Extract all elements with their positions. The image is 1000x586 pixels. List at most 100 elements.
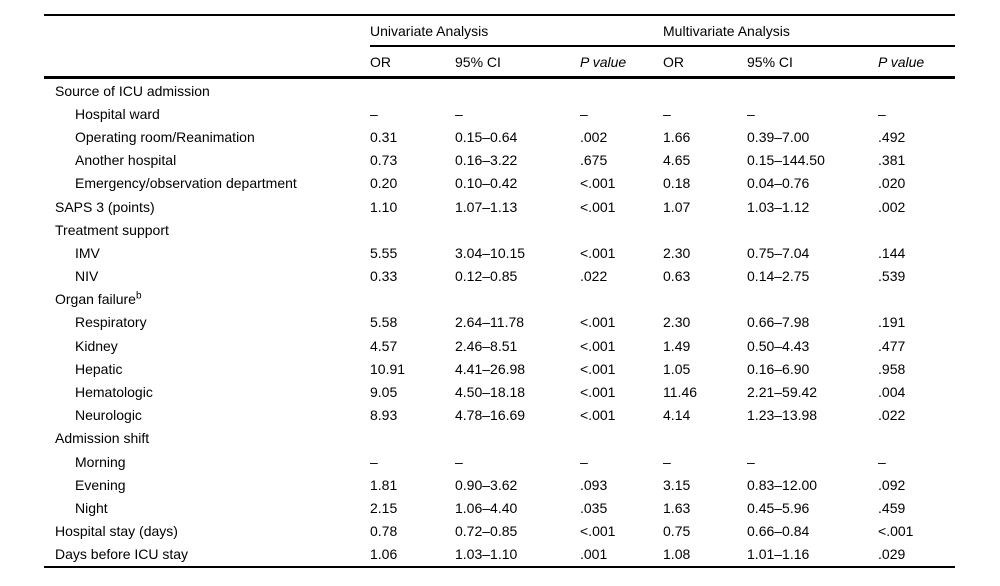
cell-univariate-or: 1.81 (370, 476, 398, 493)
row-label: Hematologic (75, 384, 153, 401)
cell-multivariate-ci: 0.15–144.50 (747, 152, 825, 169)
cell-univariate-p: <.001 (580, 337, 616, 354)
cell-univariate-or: 1.10 (370, 198, 398, 215)
cell-multivariate-p: – (878, 453, 886, 470)
cell-multivariate-ci (747, 78, 878, 103)
cell-univariate-or: – (370, 453, 378, 470)
cell-multivariate-ci: 0.39–7.00 (747, 128, 810, 145)
cell-multivariate-ci: 0.14–2.75 (747, 268, 810, 285)
footnote-marker: b (135, 290, 142, 302)
table-row: Respiratory 5.58 2.64–11.78 <.001 2.30 0.66–7… (44, 311, 955, 334)
table-row: NIV 0.33 0.12–0.85 .022 0.63 0.14–2.75 .539 (44, 265, 955, 288)
table-row: Night 2.15 1.06–4.40 .035 1.63 0.45–5.96 .459 (44, 496, 955, 519)
cell-univariate-or: 0.20 (370, 175, 398, 192)
cell-multivariate-or: 2.30 (663, 244, 691, 261)
table-row: Organ failureb (44, 288, 955, 311)
table-row: Morning – – – – – – (44, 450, 955, 473)
cell-multivariate-p: .477 (878, 337, 906, 354)
cell-univariate-ci (455, 218, 580, 241)
col-header-or-univariate: OR (370, 46, 455, 79)
cell-multivariate-or: 1.63 (663, 499, 691, 516)
cell-multivariate-ci: 1.23–13.98 (747, 407, 818, 424)
cell-univariate-p (580, 78, 663, 103)
cell-multivariate-or: 1.07 (663, 198, 691, 215)
cell-multivariate-or: 4.14 (663, 407, 691, 424)
cell-univariate-or (370, 78, 455, 103)
cell-univariate-p: – (580, 105, 588, 122)
cell-univariate-p (580, 427, 663, 450)
cell-univariate-p (580, 288, 663, 311)
row-label: SAPS 3 (points) (55, 198, 155, 215)
row-label: Operating room/Reanimation (75, 128, 255, 145)
table-body: Source of ICU admission Hospital ward – – – –… (44, 78, 955, 567)
table-row: Emergency/observation department 0.20 0.10… (44, 172, 955, 195)
table-row: Hepatic 10.91 4.41–26.98 <.001 1.05 0.16–6.90… (44, 357, 955, 380)
table-row: Operating room/Reanimation 0.31 0.15–0.64.… (44, 125, 955, 148)
multivariate-analysis-header: Multivariate Analysis (663, 15, 956, 47)
cell-multivariate-ci: 0.83–12.00 (747, 476, 818, 493)
cell-univariate-ci: 0.16–3.22 (455, 152, 518, 169)
cell-multivariate-or: 0.63 (663, 268, 691, 285)
cell-univariate-ci (455, 427, 580, 450)
cell-multivariate-or: 2.30 (663, 314, 691, 331)
col-header-ci-univariate: 95% CI (455, 46, 580, 79)
cell-univariate-p: <.001 (580, 314, 616, 331)
row-label: Organ failureb (55, 290, 142, 308)
cell-multivariate-ci: 0.50–4.43 (747, 337, 810, 354)
cell-univariate-p: <.001 (580, 360, 616, 377)
cell-multivariate-or (663, 288, 747, 311)
row-label: Admission shift (55, 430, 150, 447)
cell-multivariate-ci: 2.21–59.42 (747, 384, 818, 401)
cell-multivariate-p: .004 (878, 384, 906, 401)
cell-univariate-ci: 1.07–1.13 (455, 198, 518, 215)
col-header-p-univariate: P value (580, 46, 664, 79)
table-row: Hospital ward – – – – – – (44, 102, 955, 125)
cell-univariate-ci (455, 78, 580, 103)
cell-univariate-ci: 0.10–0.42 (455, 175, 518, 192)
cell-univariate-ci: – (455, 453, 463, 470)
cell-univariate-ci (455, 288, 580, 311)
table-row: Hospital stay (days) 0.78 0.72–0.85 <.001 0.… (44, 520, 955, 543)
table-row: Source of ICU admission (44, 78, 955, 103)
table-row: Hematologic 9.05 4.50–18.18 <.001 11.46 2.21–… (44, 380, 955, 403)
table-row: Evening 1.81 0.90–3.62 .093 3.15 0.83–12.00 .0… (44, 473, 955, 496)
cell-univariate-ci: 2.64–11.78 (455, 314, 525, 331)
cell-univariate-p: .001 (580, 546, 608, 563)
row-label: Respiratory (75, 314, 147, 331)
cell-univariate-ci: 2.46–8.51 (455, 337, 518, 354)
cell-univariate-or: 1.06 (370, 546, 398, 563)
cell-univariate-ci: 0.90–3.62 (455, 476, 518, 493)
cell-univariate-ci: 4.50–18.18 (455, 384, 526, 401)
row-label: Hospital stay (days) (55, 523, 178, 540)
cell-univariate-p: – (580, 453, 588, 470)
table-row: Days before ICU stay 1.06 1.03–1.10 .001 1.0… (44, 543, 955, 567)
row-label: Another hospital (75, 152, 177, 169)
cell-multivariate-p: .459 (878, 499, 906, 516)
cell-univariate-p: <.001 (580, 384, 616, 401)
cell-univariate-or: 0.31 (370, 128, 398, 145)
cell-univariate-p: <.001 (580, 175, 616, 192)
col-header-or-multivariate: OR (663, 46, 748, 79)
table-row: Treatment support (44, 218, 955, 241)
cell-univariate-or: 5.58 (370, 314, 398, 331)
cell-univariate-or: 0.33 (370, 268, 398, 285)
row-label: Morning (75, 453, 126, 470)
cell-multivariate-or: 1.49 (663, 337, 691, 354)
cell-univariate-ci: 0.15–0.64 (455, 128, 518, 145)
cell-multivariate-p (878, 218, 955, 241)
cell-univariate-or: 0.73 (370, 152, 398, 169)
table-row: SAPS 3 (points) 1.10 1.07–1.13 <.001 1.07 1.0… (44, 195, 955, 218)
cell-univariate-p: <.001 (580, 523, 616, 540)
cell-univariate-or: 10.91 (370, 360, 406, 377)
cell-univariate-or (370, 427, 455, 450)
cell-multivariate-p: .022 (878, 407, 906, 424)
cell-multivariate-or: – (663, 105, 671, 122)
cell-univariate-ci: 3.04–10.15 (455, 244, 526, 261)
cell-multivariate-ci: 0.66–7.98 (747, 314, 810, 331)
row-label: Neurologic (75, 407, 142, 424)
cell-multivariate-ci (747, 218, 878, 241)
cell-multivariate-p: .002 (878, 198, 906, 215)
row-label: Night (75, 499, 108, 516)
cell-multivariate-or: 1.05 (663, 360, 691, 377)
cell-univariate-ci: 4.41–26.98 (455, 360, 526, 377)
